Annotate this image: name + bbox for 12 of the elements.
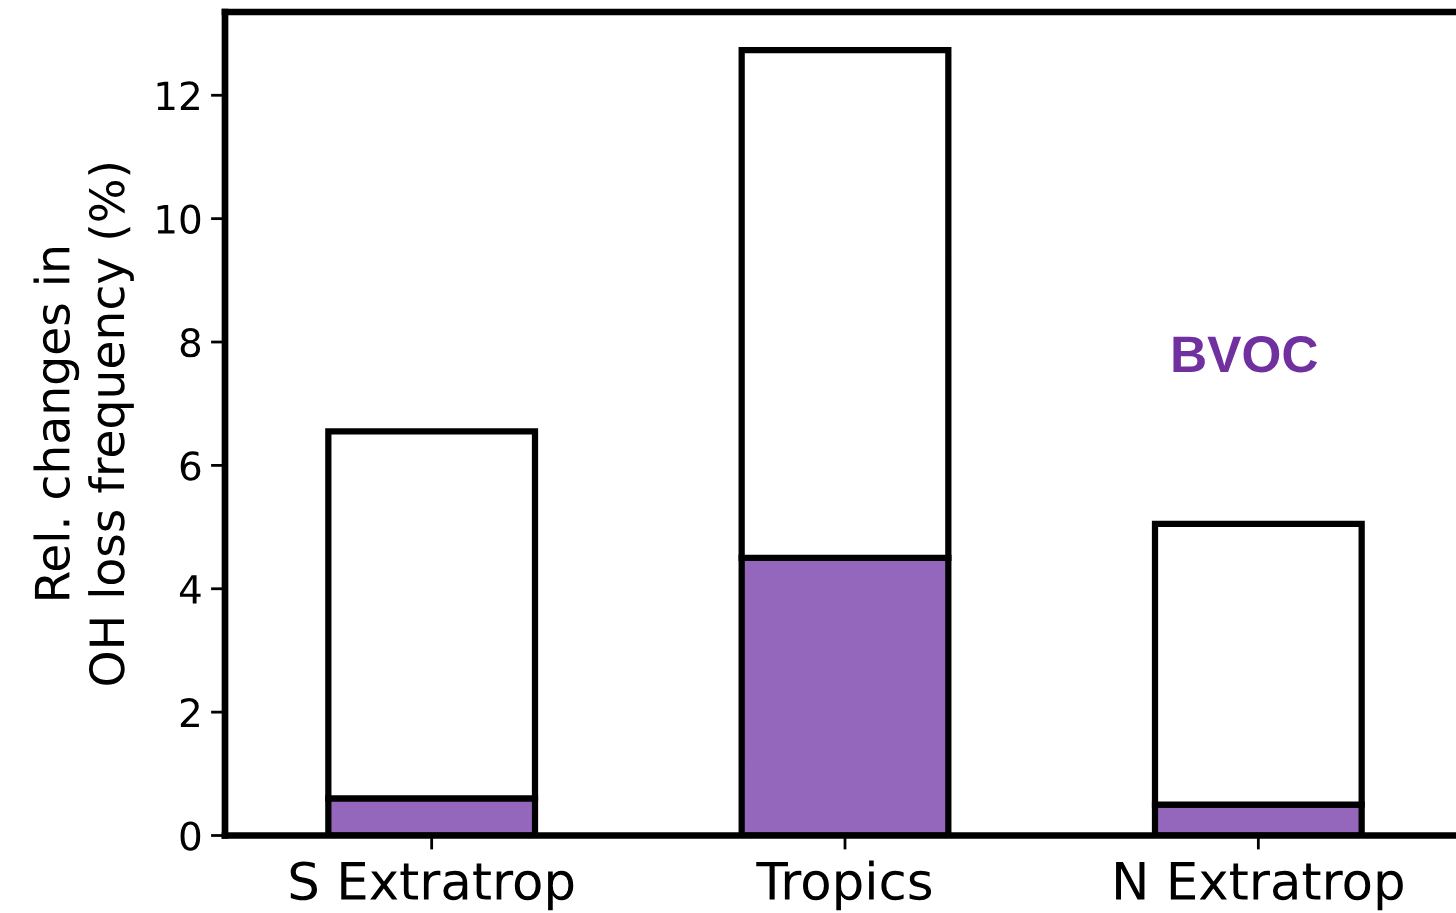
x-tick-label: Tropics [756, 860, 932, 911]
y-axis-title: Rel. changes in OH loss frequency (%) [33, 164, 134, 685]
y-tick-label: 10 [157, 204, 201, 234]
y-tick-label: 8 [180, 327, 201, 358]
y-tick-label: 2 [180, 698, 199, 727]
y-tick-label: 4 [179, 575, 201, 604]
y-tick-label: 0 [180, 821, 201, 851]
x-tick-label: N Extratrop [1116, 862, 1403, 911]
x-tick-label: S Extratrop [290, 861, 574, 911]
y-tick-label: 6 [180, 451, 201, 481]
y-tick-label: 12 [157, 81, 199, 111]
annotation: BVOC [1173, 336, 1318, 373]
